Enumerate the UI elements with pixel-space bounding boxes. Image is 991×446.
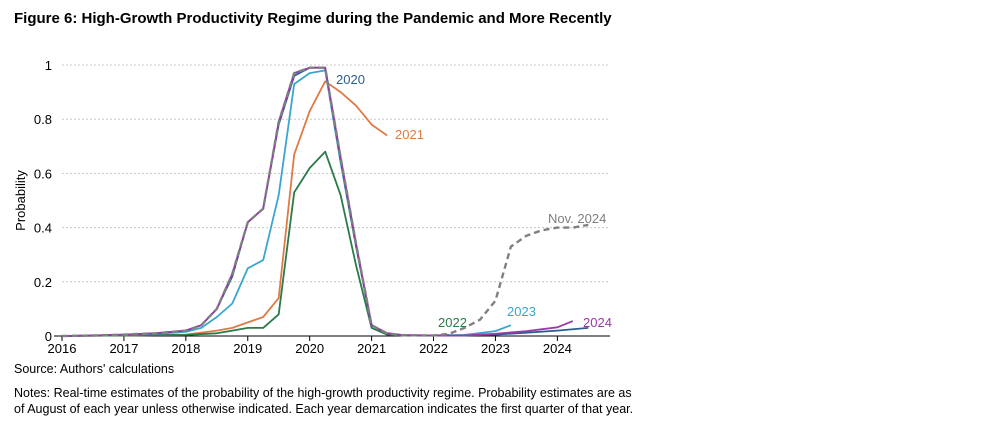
y-tick-label: 0.2 [34,275,52,290]
y-axis-ticks: 0 0.2 0.4 0.6 0.8 1 [34,58,52,344]
x-tick-label: 2021 [357,341,386,356]
x-tick-label: 2017 [109,341,138,356]
figure-title: Figure 6: High-Growth Productivity Regim… [14,10,612,27]
series-line-2023 [61,69,512,337]
x-tick-label: 2016 [48,341,77,356]
x-tick-label: 2018 [171,341,200,356]
series-line-2020 [61,66,589,337]
series-label: 2023 [507,304,536,319]
x-axis: 2016 2017 2018 2019 2020 2021 2022 2023 2024 [48,335,610,356]
x-tick-label: 2019 [233,341,262,356]
y-axis-title: Probability [13,170,28,231]
series-label: Nov. 2024 [548,211,606,226]
notes: Notes: Real-time estimates of the probab… [14,386,634,416]
x-tick-label: 2020 [295,341,324,356]
chart: 00.20.40.60.81 2016 2017 2018 2019 2020 2021 2… [13,58,612,356]
series-label: 2021 [395,127,424,142]
y-tick-label: 0.8 [34,112,52,127]
y-tick-label: 1 [45,58,52,73]
series-line-2021 [61,80,388,337]
x-tick-label: 2023 [481,341,510,356]
series-line-nov-2024 [61,66,589,338]
series-label: 2024 [583,315,612,330]
y-tick-label: 0.6 [34,166,52,181]
y-tick-label: 0 [45,329,52,344]
y-tick-label: 0.4 [34,221,52,236]
gridlines [62,64,610,283]
series-lines [61,66,589,338]
series-label: 2022 [438,315,467,330]
series-line-2022 [61,150,450,337]
x-tick-label: 2024 [543,341,572,356]
source-note: Source: Authors' calculations [14,362,175,376]
series-labels: 2020 2021 2022 2023 2024 Nov. 2024 [336,72,612,330]
x-tick-label: 2022 [419,341,448,356]
series-label: 2020 [336,72,365,87]
